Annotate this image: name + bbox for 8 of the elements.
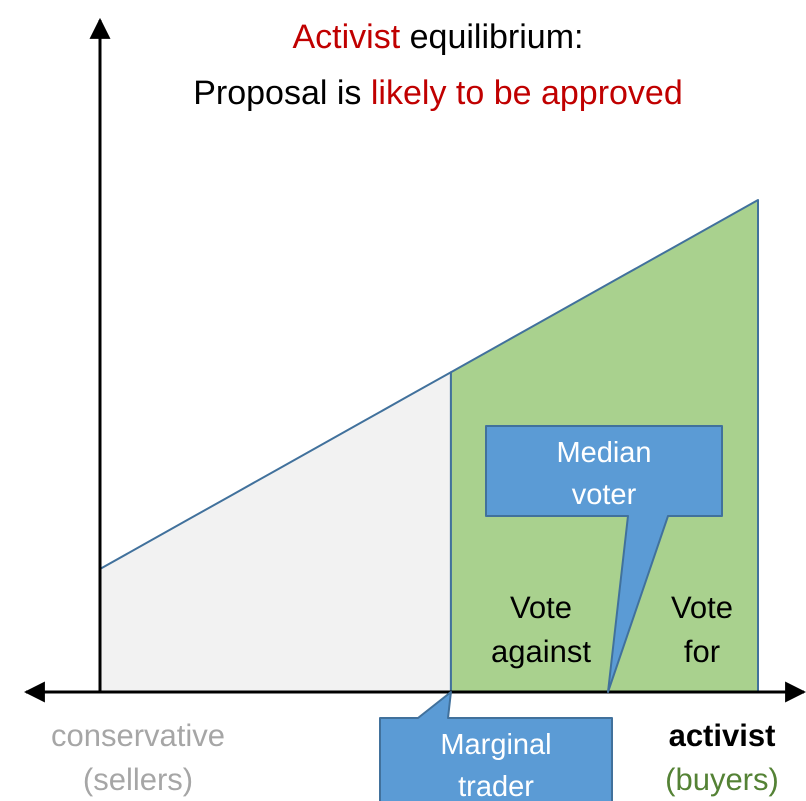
chart-title: Activist equilibrium: [292,18,584,56]
text: Marginal trader [440,729,552,801]
text: conservative (sellers) [50,718,226,797]
annotation: Median voter [556,437,652,511]
chart-subtitle: Proposal is likely to be approved [193,74,683,112]
annotation: Vote for [670,590,734,669]
annotation: Vote against [491,590,592,669]
text: activist (buyers) [665,718,779,797]
